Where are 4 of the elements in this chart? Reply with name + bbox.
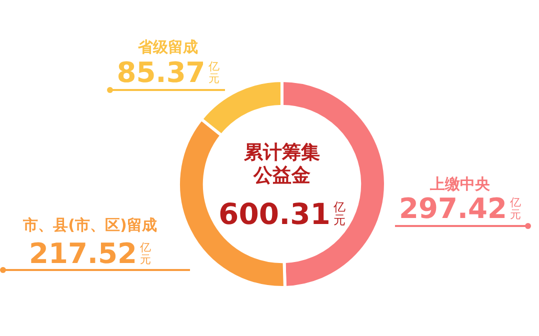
slice-label: 市、县(市、区)留成 bbox=[22, 216, 157, 234]
slice-label: 上缴中央 bbox=[429, 175, 491, 193]
slice-label: 省级留成 bbox=[137, 38, 198, 56]
text: 累计筹集公益金 bbox=[243, 142, 320, 186]
